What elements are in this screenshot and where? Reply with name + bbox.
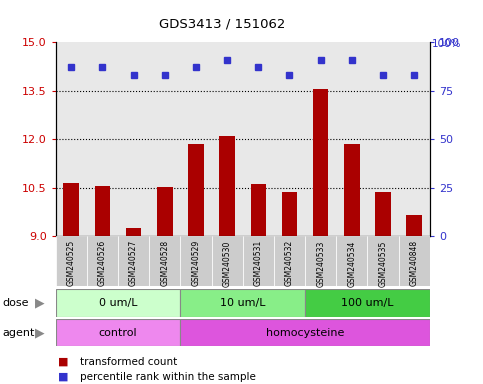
Bar [398, 236, 430, 286]
Text: GSM240533: GSM240533 [316, 240, 325, 286]
Bar [95, 186, 110, 236]
Text: agent: agent [2, 328, 35, 338]
Text: GSM240534: GSM240534 [347, 240, 356, 286]
Bar [305, 289, 430, 317]
Text: GSM240525: GSM240525 [67, 240, 76, 286]
Text: ▶: ▶ [35, 326, 45, 339]
Text: GSM240526: GSM240526 [98, 240, 107, 286]
Bar [242, 236, 274, 286]
Text: ■: ■ [58, 372, 69, 382]
Text: GSM240848: GSM240848 [410, 240, 419, 286]
Bar [251, 184, 266, 236]
Bar [305, 236, 336, 286]
Bar [407, 215, 422, 236]
Bar [157, 187, 172, 236]
Text: ■: ■ [58, 357, 69, 367]
Bar [56, 236, 87, 286]
Bar [87, 236, 118, 286]
Text: GSM240530: GSM240530 [223, 240, 232, 286]
Bar [282, 192, 298, 236]
Text: 100%: 100% [432, 39, 462, 49]
Text: 10 um/L: 10 um/L [220, 298, 266, 308]
Text: GSM240535: GSM240535 [379, 240, 387, 286]
Text: GSM240531: GSM240531 [254, 240, 263, 286]
Bar [56, 289, 180, 317]
Bar [336, 236, 368, 286]
Text: control: control [99, 328, 137, 338]
Bar [180, 289, 305, 317]
Bar [180, 319, 430, 346]
Bar [368, 236, 398, 286]
Bar [274, 236, 305, 286]
Bar [56, 319, 180, 346]
Bar [118, 236, 149, 286]
Bar [344, 144, 360, 236]
Bar [126, 228, 142, 236]
Bar [375, 192, 391, 236]
Text: 0 um/L: 0 um/L [99, 298, 137, 308]
Text: GSM240529: GSM240529 [191, 240, 200, 286]
Bar [219, 136, 235, 236]
Bar [63, 183, 79, 236]
Text: transformed count: transformed count [80, 357, 177, 367]
Text: GSM240532: GSM240532 [285, 240, 294, 286]
Bar [212, 236, 242, 286]
Bar [188, 144, 204, 236]
Text: dose: dose [2, 298, 29, 308]
Text: GDS3413 / 151062: GDS3413 / 151062 [159, 17, 285, 30]
Text: percentile rank within the sample: percentile rank within the sample [80, 372, 256, 382]
Bar [149, 236, 180, 286]
Bar [180, 236, 212, 286]
Text: homocysteine: homocysteine [266, 328, 344, 338]
Text: 100 um/L: 100 um/L [341, 298, 394, 308]
Bar [313, 89, 328, 236]
Text: ▶: ▶ [35, 296, 45, 310]
Text: GSM240528: GSM240528 [160, 240, 169, 286]
Text: GSM240527: GSM240527 [129, 240, 138, 286]
